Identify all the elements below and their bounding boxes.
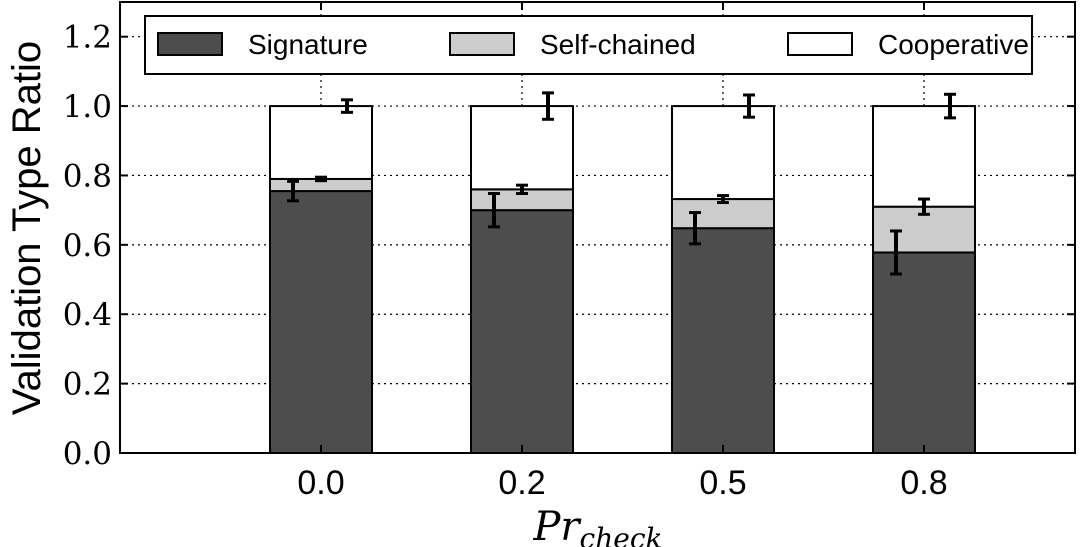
errorbar-cooperative-0.8 bbox=[944, 92, 956, 120]
bar-cooperative-0.2 bbox=[470, 105, 574, 191]
error-bars bbox=[287, 91, 956, 276]
legend-entry-cooperative: Cooperative bbox=[787, 29, 1029, 60]
plot-frame bbox=[119, 1, 1076, 454]
errorbar-self-chained-0.2 bbox=[516, 183, 528, 196]
legend-label-cooperative: Cooperative bbox=[878, 29, 1029, 60]
axes: 0.0 0.2 0.4 0.6 0.8 1.0 1.2 0.0 0.2 0.5 0.8 bbox=[63, 1, 1076, 502]
y-axis-label: Validation Type Ratio bbox=[5, 41, 49, 415]
bar-signature-0.8 bbox=[872, 251, 976, 454]
y-tick-label-0.4: 0.4 bbox=[63, 297, 112, 333]
legend-label-self-chained: Self-chained bbox=[540, 29, 696, 60]
y-tick-label-0.6: 0.6 bbox=[63, 228, 112, 264]
errorbar-signature-0.5 bbox=[689, 211, 701, 246]
legend-swatch-cooperative bbox=[787, 32, 853, 56]
bars bbox=[269, 105, 976, 454]
x-axis-label: Prcheck bbox=[533, 504, 663, 547]
bar-cooperative-0.5 bbox=[671, 105, 775, 201]
errorbar-self-chained-0.0 bbox=[315, 175, 327, 183]
errorbar-self-chained-0.8 bbox=[918, 197, 930, 216]
y-tick-label-0.2: 0.2 bbox=[63, 367, 112, 403]
y-tick-label-0.0: 0.0 bbox=[63, 436, 112, 472]
legend-box bbox=[144, 15, 1033, 75]
legend: Signature Self-chained Cooperative bbox=[144, 15, 1033, 75]
errorbar-signature-0.8 bbox=[890, 229, 902, 276]
errorbar-signature-0.2 bbox=[488, 192, 500, 229]
y-tick-label-0.8: 0.8 bbox=[63, 158, 112, 194]
x-tick-label-0.2: 0.2 bbox=[498, 464, 545, 502]
legend-entry-signature: Signature bbox=[157, 29, 368, 60]
bar-cooperative-0.0 bbox=[269, 105, 373, 180]
errorbar-cooperative-0.5 bbox=[743, 93, 755, 119]
y-tick-label-1.2: 1.2 bbox=[63, 20, 112, 56]
bar-signature-0.5 bbox=[671, 227, 775, 454]
x-tick-label-0.0: 0.0 bbox=[297, 464, 344, 502]
x-axis-label-main: Pr bbox=[533, 504, 583, 547]
y-tick-label-1.0: 1.0 bbox=[63, 89, 112, 125]
legend-swatch-signature bbox=[157, 32, 223, 56]
bar-signature-0.2 bbox=[470, 209, 574, 454]
bar-cooperative-0.8 bbox=[872, 105, 976, 208]
errorbar-signature-0.0 bbox=[287, 179, 299, 203]
errorbar-cooperative-0.2 bbox=[542, 91, 554, 121]
x-axis-label-subscript: check bbox=[580, 522, 663, 547]
errorbar-cooperative-0.0 bbox=[341, 98, 353, 114]
legend-swatch-self-chained bbox=[449, 32, 515, 56]
legend-entry-self-chained: Self-chained bbox=[449, 29, 696, 60]
errorbar-self-chained-0.5 bbox=[717, 194, 729, 205]
x-tick-label-0.8: 0.8 bbox=[900, 464, 947, 502]
legend-label-signature: Signature bbox=[248, 29, 368, 60]
bar-signature-0.0 bbox=[269, 190, 373, 454]
x-tick-label-0.5: 0.5 bbox=[699, 464, 746, 502]
